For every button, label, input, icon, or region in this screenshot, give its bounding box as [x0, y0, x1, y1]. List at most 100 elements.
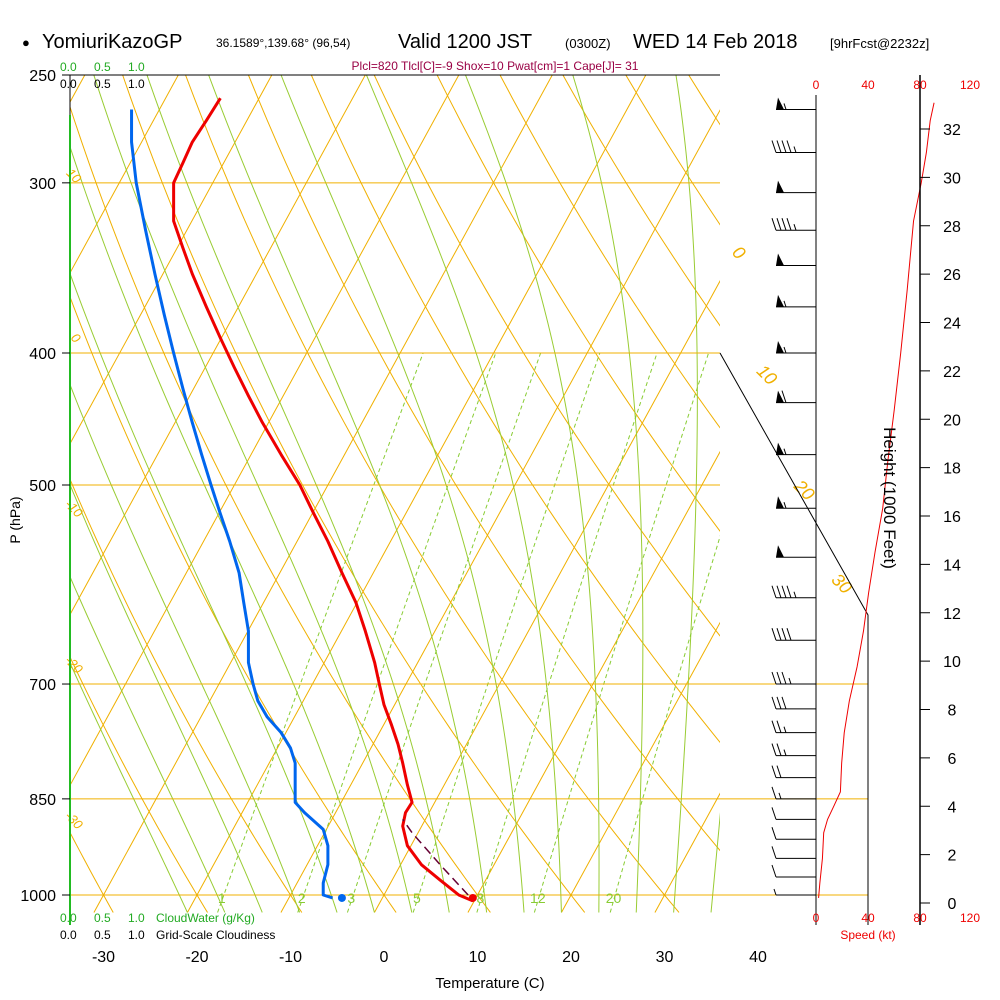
moist-adiabat-line: [710, 812, 720, 913]
mixing-ratio-label: 3: [347, 890, 355, 906]
pressure-tick-label: 400: [29, 346, 56, 363]
wind-barb: [771, 671, 816, 685]
dry-adiabat-line: [499, 75, 720, 429]
dry-adiabat-line: [70, 655, 208, 913]
cloudwater-tick-bottom-1: 0.5: [94, 911, 111, 925]
isotherm-label: 0: [728, 242, 749, 263]
isotherm-line: [70, 75, 460, 787]
wind-barb: [776, 545, 816, 558]
isotherm-line: [280, 109, 720, 913]
dry-adiabat-line: [70, 105, 491, 913]
wind-barb: [776, 341, 816, 354]
wind-barb: [776, 496, 816, 509]
height-tick-label: 18: [943, 461, 961, 478]
dry-adiabat-line: [122, 75, 586, 913]
surface-temperature-dot: [468, 893, 477, 902]
height-tick-label: 30: [943, 170, 961, 187]
height-tick-label: 28: [943, 219, 961, 236]
valid-date: WED 14 Feb 2018: [633, 31, 798, 53]
dry-adiabat-line: [436, 75, 720, 532]
cloudiness-tick-bottom-1: 0.5: [94, 928, 111, 942]
moist-adiabat-line: [366, 75, 562, 913]
mixing-ratio-label: 8: [477, 890, 485, 906]
mixing-ratio-label: 1: [218, 890, 226, 906]
isotherm-line: [186, 75, 647, 913]
cloudiness-tick-bottom-0: 0.0: [60, 928, 77, 942]
height-tick-label: 22: [943, 364, 961, 381]
mixing-ratio-label: 2: [298, 890, 306, 906]
wind-barb: [776, 97, 816, 110]
moist-adiabat-line: [93, 75, 413, 913]
utc-time: (0300Z): [565, 36, 611, 51]
pressure-tick-label: 700: [29, 677, 56, 694]
parameters-line: Plcl=820 Tlcl[C]=-9 Shox=10 Pwat[cm]=1 C…: [352, 59, 639, 73]
wind-barb: [771, 864, 816, 878]
moist-adiabat-line: [572, 75, 644, 913]
parcel-path-line: [402, 818, 469, 896]
dry-adiabat-line: [814, 75, 1000, 912]
height-tick-label: 0: [948, 896, 957, 913]
isotherm-label: -20: [62, 653, 86, 677]
mixing-ratio-label: 5: [413, 890, 421, 906]
cloudwater-label: CloudWater (g/Kg): [156, 911, 255, 925]
isotherm-line: [842, 75, 1000, 912]
dewpoint-profile-line: [130, 109, 334, 900]
wind-barb: [771, 140, 816, 154]
height-tick-label: 24: [943, 316, 961, 333]
mixing-ratio-labels: 1 2 3 5 8 12 20: [218, 890, 622, 906]
dry-adiabat-line: [373, 75, 720, 637]
moist-adiabat-line: [70, 145, 375, 913]
valid-time: Valid 1200 JST: [398, 31, 533, 53]
isotherm-line: [93, 75, 553, 913]
moist-adiabat-line: [208, 75, 488, 913]
height-tick-label: 8: [948, 703, 957, 720]
cloudwater-tick-bottom-2: 1.0: [128, 911, 145, 925]
temperature-tick-label: 10: [469, 949, 487, 966]
wind-barb: [771, 720, 816, 734]
forecast-info: [9hrFcst@2232z]: [830, 36, 930, 51]
wind-barb: [773, 888, 816, 896]
mixing-ratio-line: [297, 352, 497, 913]
header: ● YomiuriKazoGP 36.1589°,139.68° (96,54)…: [0, 0, 1000, 60]
moist-adiabat-line: [465, 75, 600, 913]
station-bullet-icon: ●: [22, 35, 30, 50]
wind-barb: [771, 765, 816, 779]
cloudwater-tick-2: 1.0: [128, 60, 145, 74]
isotherm-line: [70, 75, 179, 274]
wind-barb: [771, 218, 816, 231]
pressure-tick-label: 1000: [20, 888, 56, 905]
wind-barb: [776, 390, 816, 404]
height-axis-title: Height (1000 Feet): [880, 427, 899, 569]
moist-adiabat-line: [70, 575, 226, 913]
temperature-tick-label: -20: [185, 949, 208, 966]
isotherm-line: [467, 450, 720, 913]
temperature-tick-label: 20: [562, 949, 580, 966]
isotherm-label: 30: [828, 569, 856, 597]
wind-barb: [771, 807, 816, 820]
station-coords: 36.1589°,139.68° (96,54): [216, 36, 351, 50]
speed-tick-bottom-2: 80: [913, 911, 927, 925]
moist-adiabat-line: [70, 383, 301, 913]
height-tick-label: 6: [948, 751, 957, 768]
pressure-tick-label: 250: [29, 68, 56, 85]
moist-adiabat-line: [70, 272, 338, 913]
profiles: [130, 97, 477, 903]
mixing-ratio-line: [412, 352, 601, 913]
x-axis-title: Temperature (C): [435, 975, 544, 992]
isotherm-label: -10: [62, 496, 86, 520]
cloudiness-tick-2: 1.0: [128, 77, 145, 91]
cloudiness-tick-1: 0.5: [94, 77, 111, 91]
dry-adiabat-line: [70, 831, 114, 913]
isotherm-label: 10: [753, 361, 781, 389]
height-tick-label: 26: [943, 267, 961, 284]
temperature-tick-label: 30: [656, 949, 674, 966]
isotherm-line: [748, 75, 1000, 912]
wind-barb: [771, 743, 816, 757]
speed-tick-top-0: 0: [813, 78, 820, 92]
mixing-ratio-line: [609, 534, 720, 913]
mixing-ratio-label: 20: [606, 890, 622, 906]
temperature-tick-label: 0: [380, 949, 389, 966]
